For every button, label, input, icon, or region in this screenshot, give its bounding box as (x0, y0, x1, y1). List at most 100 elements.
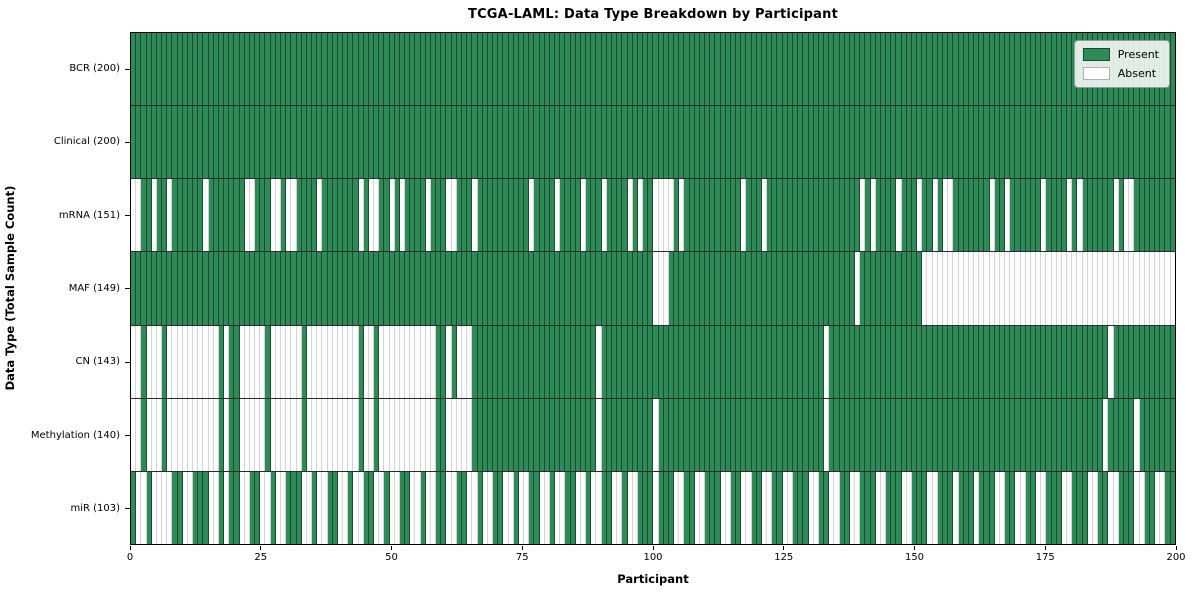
heatmap-cell (384, 398, 390, 471)
heatmap-cell (513, 471, 519, 544)
heatmap-cell (312, 398, 318, 471)
heatmap-cell (348, 471, 354, 544)
heatmap-cell (968, 252, 975, 325)
heatmap-cell (534, 33, 540, 106)
heatmap-cell (539, 106, 545, 179)
heatmap-cell (162, 179, 168, 252)
heatmap-cell (151, 33, 157, 106)
heatmap-cell (1165, 325, 1171, 398)
heatmap-cell (343, 252, 349, 325)
heatmap-cell (193, 106, 199, 179)
heatmap-cell (1139, 252, 1145, 325)
heatmap-cell (565, 471, 571, 544)
heatmap-cell (141, 33, 147, 106)
heatmap-cell (1155, 106, 1161, 179)
heatmap-cell (617, 106, 623, 179)
heatmap-cell (974, 398, 980, 471)
heatmap-cell (1103, 252, 1109, 325)
heatmap-cell (348, 33, 354, 106)
heatmap-cell (937, 398, 943, 471)
heatmap-cell (880, 471, 887, 544)
heatmap-cell (1025, 179, 1031, 252)
heatmap-cell (994, 325, 1000, 398)
heatmap-cell (270, 471, 276, 544)
heatmap-cell (394, 471, 400, 544)
heatmap-cell (389, 471, 395, 544)
heatmap-cell (606, 33, 612, 106)
heatmap-cell (539, 179, 545, 252)
heatmap-cell (187, 252, 194, 325)
heatmap-cell (787, 252, 793, 325)
heatmap-cell (524, 325, 530, 398)
heatmap-cell (229, 398, 235, 471)
heatmap-cell (353, 252, 359, 325)
heatmap-cell (932, 471, 938, 544)
heatmap-cell (1165, 471, 1171, 544)
heatmap-cell (736, 106, 742, 179)
heatmap-cell (1082, 106, 1088, 179)
heatmap-cell (844, 106, 850, 179)
heatmap-cell (886, 33, 892, 106)
heatmap-cell (218, 106, 225, 179)
y-tick-Methylation: Methylation (140) (0, 398, 130, 471)
heatmap-cell (348, 106, 354, 179)
heatmap-cell (684, 179, 690, 252)
heatmap-cell (1030, 325, 1037, 398)
heatmap-cell (198, 179, 204, 252)
heatmap-cell (363, 106, 369, 179)
heatmap-cell (1170, 106, 1175, 179)
heatmap-cell (265, 325, 271, 398)
heatmap-cell (793, 471, 799, 544)
heatmap-cell (1010, 252, 1016, 325)
heatmap-cell (399, 106, 406, 179)
heatmap-cell (953, 398, 959, 471)
heatmap-cell (239, 252, 245, 325)
heatmap-cell (865, 33, 871, 106)
heatmap-cell (146, 33, 152, 106)
heatmap-cell (601, 33, 607, 106)
heatmap-cell (560, 179, 566, 252)
heatmap-cell (270, 106, 276, 179)
heatmap-cell (974, 106, 980, 179)
heatmap-cell (798, 252, 804, 325)
heatmap-cell (162, 252, 168, 325)
heatmap-cell (932, 325, 938, 398)
heatmap-cell (477, 325, 483, 398)
heatmap-cell (198, 471, 204, 544)
heatmap-cell (451, 325, 457, 398)
heatmap-cell (674, 106, 680, 179)
heatmap-cell (296, 33, 302, 106)
heatmap-cell (736, 33, 742, 106)
heatmap-cell (694, 398, 700, 471)
heatmap-cell (167, 398, 173, 471)
heatmap-cell (813, 33, 819, 106)
heatmap-cell (803, 325, 809, 398)
heatmap-cell (844, 471, 850, 544)
heatmap-cell (596, 179, 602, 252)
heatmap-cell (487, 106, 494, 179)
heatmap-cell (343, 106, 349, 179)
heatmap-cell (834, 471, 840, 544)
heatmap-cell (549, 398, 556, 471)
heatmap-cell (870, 325, 876, 398)
heatmap-cell (539, 33, 545, 106)
heatmap-cell (544, 106, 550, 179)
heatmap-cell (203, 325, 209, 398)
heatmap-cell (591, 325, 597, 398)
heatmap-cell (456, 33, 462, 106)
heatmap-cell (436, 325, 442, 398)
heatmap-cell (994, 106, 1000, 179)
heatmap-cell (131, 179, 137, 252)
heatmap-cell (653, 179, 659, 252)
heatmap-cell (948, 325, 954, 398)
heatmap-cell (529, 398, 535, 471)
heatmap-cell (146, 252, 152, 325)
heatmap-cell (761, 325, 768, 398)
heatmap-cell (410, 398, 416, 471)
heatmap-cell (958, 471, 964, 544)
heatmap-cell (684, 252, 690, 325)
heatmap-cell (358, 106, 364, 179)
heatmap-cell (358, 33, 364, 106)
heatmap-cell (627, 106, 633, 179)
heatmap-cell (425, 33, 431, 106)
